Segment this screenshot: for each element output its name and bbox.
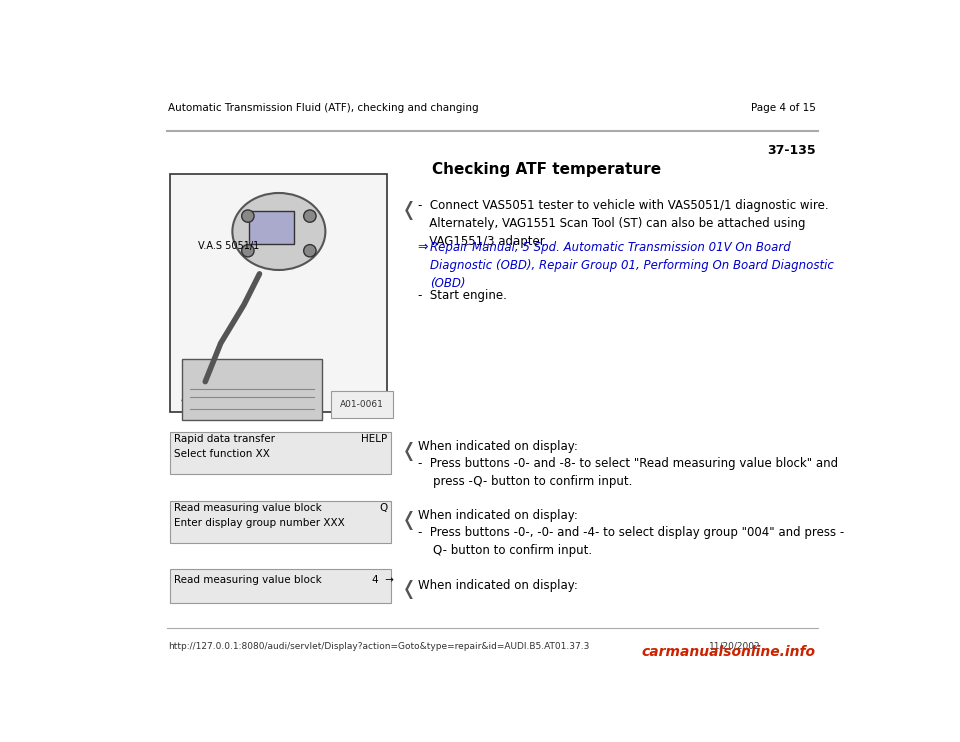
Text: Repair Manual, 5 Spd. Automatic Transmission 01V On Board
Diagnostic (OBD), Repa: Repair Manual, 5 Spd. Automatic Transmis…	[430, 241, 834, 291]
Text: When indicated on display:: When indicated on display:	[419, 440, 578, 453]
Text: Read measuring value block: Read measuring value block	[175, 575, 322, 585]
Text: -  Press buttons -0- and -8- to select "Read measuring value block" and
    pres: - Press buttons -0- and -8- to select "R…	[419, 457, 838, 488]
Ellipse shape	[232, 193, 325, 270]
Text: Read measuring value block: Read measuring value block	[175, 503, 322, 513]
FancyBboxPatch shape	[170, 501, 392, 543]
Text: -  Connect VAS5051 tester to vehicle with VAS5051/1 diagnostic wire.
   Alternat: - Connect VAS5051 tester to vehicle with…	[419, 199, 829, 248]
Text: When indicated on display:: When indicated on display:	[419, 510, 578, 522]
Circle shape	[242, 210, 254, 223]
FancyBboxPatch shape	[170, 569, 392, 603]
Text: ❬: ❬	[400, 580, 417, 600]
Text: Enter display group number XXX: Enter display group number XXX	[175, 518, 345, 528]
Text: Q: Q	[379, 503, 388, 513]
FancyBboxPatch shape	[250, 211, 294, 244]
Text: 37-135: 37-135	[767, 145, 816, 157]
Text: Select function XX: Select function XX	[175, 449, 270, 459]
Circle shape	[303, 245, 316, 257]
Circle shape	[303, 210, 316, 223]
Polygon shape	[182, 381, 236, 401]
Text: ❬: ❬	[400, 441, 417, 461]
Text: V.A.S 5051/1: V.A.S 5051/1	[198, 241, 259, 252]
Text: 4  →: 4 →	[372, 575, 394, 585]
Text: carmanualsonline.info: carmanualsonline.info	[642, 645, 816, 659]
Text: ❬: ❬	[400, 200, 417, 220]
Text: ⇒: ⇒	[419, 241, 433, 255]
Text: When indicated on display:: When indicated on display:	[419, 579, 578, 592]
Text: Rapid data transfer: Rapid data transfer	[175, 434, 276, 444]
Text: -  Press buttons -0-, -0- and -4- to select display group "004" and press -
    : - Press buttons -0-, -0- and -4- to sele…	[419, 526, 845, 557]
Text: http://127.0.0.1:8080/audi/servlet/Display?action=Goto&type=repair&id=AUDI.B5.AT: http://127.0.0.1:8080/audi/servlet/Displ…	[168, 642, 589, 651]
Text: Automatic Transmission Fluid (ATF), checking and changing: Automatic Transmission Fluid (ATF), chec…	[168, 103, 479, 113]
Text: -  Start engine.: - Start engine.	[419, 289, 507, 302]
Text: 11/20/2002: 11/20/2002	[709, 642, 760, 651]
FancyBboxPatch shape	[170, 174, 388, 413]
FancyBboxPatch shape	[170, 432, 392, 474]
Text: HELP: HELP	[361, 434, 388, 444]
FancyBboxPatch shape	[182, 358, 322, 420]
Circle shape	[242, 245, 254, 257]
Text: A01-0061: A01-0061	[340, 400, 383, 409]
Text: Page 4 of 15: Page 4 of 15	[751, 103, 816, 113]
Text: ❬: ❬	[400, 511, 417, 530]
Text: Checking ATF temperature: Checking ATF temperature	[432, 162, 660, 177]
